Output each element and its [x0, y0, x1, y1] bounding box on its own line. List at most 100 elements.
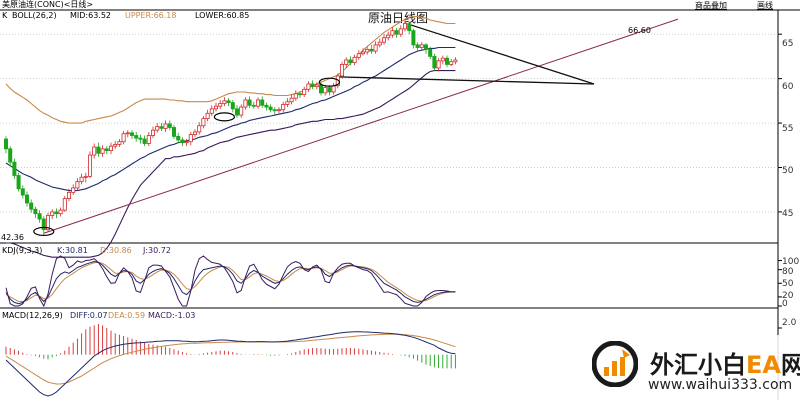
overlay-button[interactable]: 商品叠加: [695, 0, 727, 10]
highlight-ellipse: [318, 77, 340, 87]
candle-body: [75, 181, 80, 189]
candle-body: [318, 84, 323, 94]
candle-body: [138, 137, 143, 140]
trendlines: [43, 18, 679, 234]
candle-body: [264, 104, 269, 108]
candle-body: [79, 176, 84, 183]
candle-body: [222, 100, 227, 104]
kdj-tick-80: 80: [782, 267, 794, 277]
candle-body: [440, 57, 445, 62]
macd-name: MACD(12,26,9): [2, 311, 63, 320]
y-tick-55: 55: [782, 124, 793, 134]
candle-body: [356, 53, 361, 58]
candle-body: [104, 148, 109, 151]
candle-body: [239, 106, 244, 116]
candle-body: [24, 194, 29, 204]
kdj-d-value: D:30.86: [100, 246, 132, 255]
candle-body: [272, 109, 277, 112]
candle-body: [134, 135, 139, 139]
candle-body: [121, 133, 126, 143]
highlight-ellipse: [33, 226, 55, 237]
candle-body: [92, 146, 97, 156]
kdj-lines: [5, 255, 782, 308]
candle-body: [4, 138, 9, 150]
highlight-ellipse: [213, 112, 235, 122]
candle-body: [180, 139, 185, 144]
chart-grid: [0, 9, 800, 400]
candle-body: [197, 125, 202, 133]
candle-body: [419, 44, 424, 48]
candle-body: [218, 103, 223, 107]
candle-body: [109, 145, 114, 152]
y-tick-50: 50: [782, 166, 794, 176]
trendline: [409, 23, 595, 85]
kdj-j-value: J:30.72: [142, 246, 171, 255]
candle-body: [255, 99, 260, 107]
candle-body: [209, 108, 214, 114]
candle-body: [247, 99, 252, 106]
candle-body: [205, 112, 210, 120]
candle-body: [310, 83, 315, 88]
watermark-brand-a: 外汇小白: [650, 351, 746, 379]
low-price-label: 42.36: [1, 233, 24, 242]
candle-body: [352, 56, 357, 64]
watermark-brand-ea: EA: [746, 351, 781, 379]
candle-body: [41, 218, 46, 231]
candle-body: [62, 198, 67, 211]
candle-body: [297, 93, 302, 96]
candle-body: [20, 188, 25, 196]
candle-body: [453, 59, 458, 63]
boll-name: BOLL(26,2): [12, 11, 57, 20]
candle-body: [96, 146, 101, 154]
macd-tick-2: 2.0: [782, 318, 797, 328]
y-tick-45: 45: [782, 209, 793, 219]
candle-body: [100, 148, 105, 154]
candle-body: [201, 118, 206, 127]
candle-body: [390, 30, 395, 36]
macd-lines: [5, 324, 782, 397]
boll-mid-line: [5, 46, 456, 192]
candle-body: [113, 143, 118, 147]
kdj-j-line: [5, 255, 456, 308]
watermark-url: www.waihui333.com: [648, 377, 793, 393]
candle-body: [394, 30, 399, 35]
candle-body: [306, 83, 311, 90]
watermark-brand-c: 网: [780, 351, 800, 379]
candle-body: [50, 211, 55, 216]
candle-body: [226, 100, 231, 104]
candle-body: [184, 141, 189, 144]
candle-body: [71, 187, 76, 193]
trendline: [337, 76, 595, 85]
kdj-tick-50: 50: [782, 279, 794, 289]
candle-body: [54, 211, 59, 215]
watermark: 外汇小白EA网 www.waihui333.com: [586, 335, 800, 400]
draw-line-button[interactable]: 画线: [757, 0, 773, 10]
kdj-name: KDJ(9,3,3): [2, 246, 42, 255]
watermark-brand: 外汇小白EA网: [650, 345, 800, 380]
kdj-k-line: [5, 260, 456, 305]
candle-body: [344, 59, 349, 65]
candle-body: [276, 109, 281, 112]
candle-body: [293, 93, 298, 99]
candle-body: [436, 60, 441, 69]
candle-body: [150, 129, 155, 136]
candle-body: [331, 85, 336, 93]
candle-body: [230, 102, 235, 110]
candle-body: [268, 106, 273, 111]
candle-body: [176, 135, 181, 141]
highlight-ellipses: [33, 77, 340, 237]
kdj-tick-100: 100: [782, 257, 799, 267]
macd-macd-value: MACD:-1.03: [148, 311, 195, 320]
candle-body: [234, 108, 239, 116]
candle-body: [12, 161, 17, 176]
candle-body: [192, 131, 197, 136]
candle-body: [8, 148, 13, 163]
candle-body: [381, 37, 386, 43]
candle-body: [37, 213, 42, 220]
kdj-tick-0: 0: [782, 299, 788, 309]
candle-body: [46, 215, 51, 231]
candle-body: [83, 175, 88, 178]
candle-body: [386, 34, 391, 39]
boll-lower-value: LOWER:60.85: [195, 11, 249, 20]
candle-body: [323, 87, 328, 94]
